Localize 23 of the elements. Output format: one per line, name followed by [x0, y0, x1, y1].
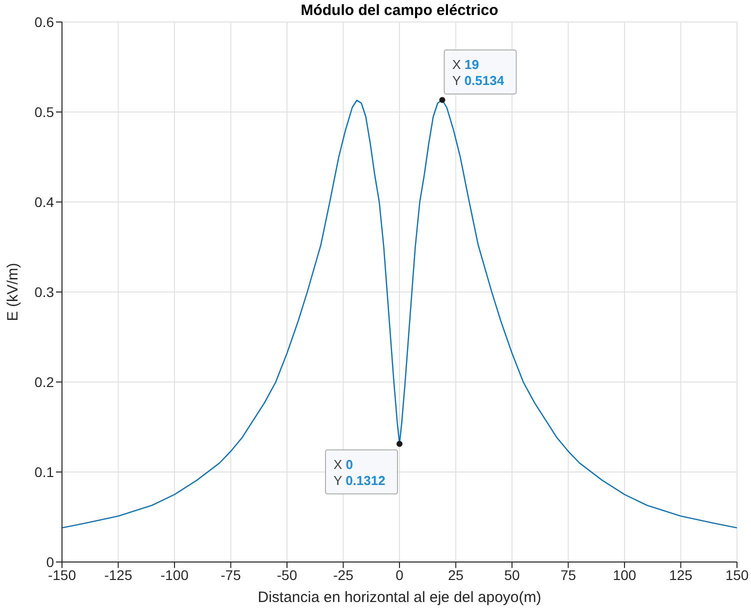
y-tick-label: 0.6 — [34, 14, 54, 30]
annotation: X 0 Y 0.1312 — [334, 456, 386, 488]
x-tick-label: 100 — [612, 566, 636, 583]
x-tick-label: 50 — [504, 566, 520, 583]
x-axis-title: Distancia en horizontal al eje del apoyo(m) — [258, 589, 542, 606]
y-tick-label: 0.5 — [34, 104, 54, 120]
y-tick-label: 0.4 — [34, 194, 54, 210]
x-tick-label: -50 — [276, 566, 298, 583]
x-tick-label: -75 — [220, 566, 242, 583]
x-tick-label: -125 — [104, 566, 132, 583]
y-tick-label: 0.3 — [34, 284, 54, 300]
x-tick-label: -25 — [333, 566, 354, 583]
x-tick-label: 125 — [669, 566, 693, 583]
y-tick-label: 0.2 — [34, 374, 54, 390]
x-tick-label: 75 — [560, 566, 576, 583]
x-tick-label: -100 — [160, 566, 189, 583]
y-axis-title: E (kV/m) — [4, 262, 22, 322]
y-tick-label: 0.1 — [34, 464, 54, 480]
x-tick-label: 150 — [725, 566, 749, 583]
annotation: X 19 Y 0.5134 — [452, 56, 505, 88]
x-tick-label: 0 — [396, 566, 404, 583]
x-tick-label: 25 — [448, 566, 464, 583]
chart-title: Módulo del campo eléctrico — [300, 2, 500, 19]
